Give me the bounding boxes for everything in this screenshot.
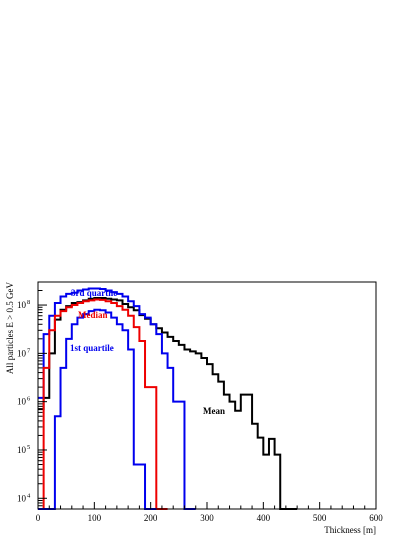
x-axis-label: Thickness [m] [324, 525, 376, 535]
y-tick-exponent: 8 [27, 299, 30, 306]
series-median [38, 298, 168, 510]
series-3rd-quartile [38, 287, 196, 510]
y-tick-label: 10 [17, 397, 27, 407]
x-tick-label: 600 [369, 513, 383, 523]
series-mean [38, 296, 298, 510]
annotation-median: Median [78, 310, 108, 320]
y-tick-exponent: 5 [27, 444, 30, 451]
y-axis-label: All particles E > 0.5 GeV [5, 282, 15, 375]
x-tick-label: 300 [200, 513, 214, 523]
annotation-layer: 3rd quartile Median 1st quartile Mean [70, 288, 225, 416]
y-tick-exponent: 4 [27, 492, 31, 499]
annotation-3rd-quartile: 3rd quartile [71, 288, 117, 298]
y-tick-exponent: 6 [27, 396, 31, 403]
series-1st-quartile [38, 308, 157, 510]
x-tick-label: 0 [36, 513, 41, 523]
x-tick-label: 200 [144, 513, 158, 523]
x-tick-label: 500 [313, 513, 327, 523]
series-layer [38, 287, 298, 510]
y-tick-label: 10 [17, 300, 27, 310]
y-tick-label: 10 [17, 348, 27, 358]
y-tick-label: 10 [17, 493, 27, 503]
x-tick-label: 400 [257, 513, 271, 523]
annotation-mean: Mean [203, 406, 225, 416]
annotation-1st-quartile: 1st quartile [70, 343, 114, 353]
y-tick-exponent: 7 [27, 347, 31, 354]
y-tick-label: 10 [17, 445, 27, 455]
x-tick-label: 100 [88, 513, 102, 523]
